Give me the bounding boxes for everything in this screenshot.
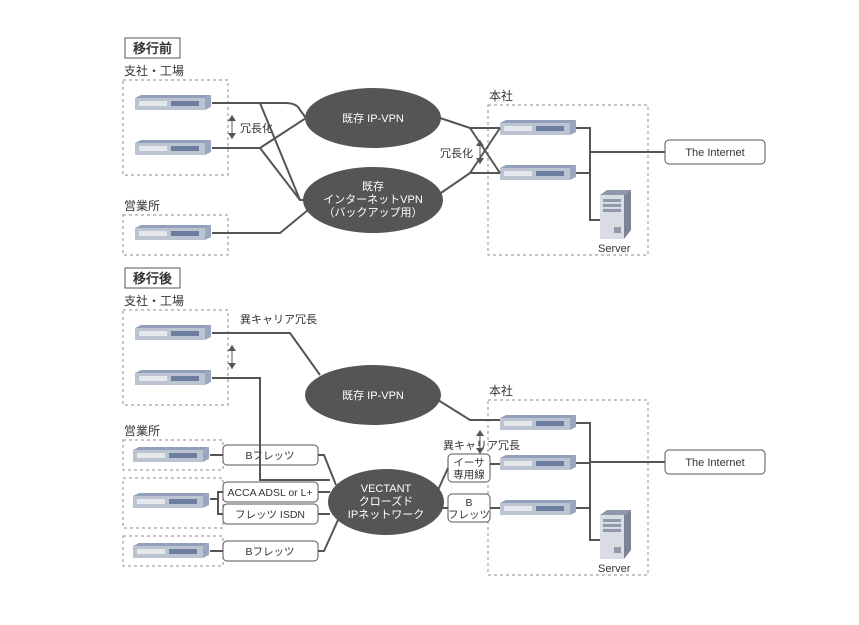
edge	[210, 492, 223, 499]
edge	[438, 468, 448, 490]
switch-icon	[133, 493, 209, 508]
cloud-vectant-line1: VECTANT	[361, 483, 412, 495]
access-label-d: Bフレッツ	[245, 546, 294, 558]
cloud-intvpn-line3: （バックアップ用）	[324, 206, 423, 219]
edge	[438, 173, 500, 195]
cloud-intvpn-line1: 既存	[362, 179, 384, 193]
edge	[318, 520, 338, 551]
redundancy-label-a-bottom: 異キャリア冗長	[240, 313, 317, 326]
edge	[576, 423, 600, 540]
edge	[440, 118, 500, 128]
diagram-before: 移行前 支社・工場 冗長化 営業所 既存 IP-VPN 既存 インターネットVP…	[123, 38, 765, 255]
switch-icon	[135, 225, 211, 240]
hq-access-b-line2: フレッツ	[448, 509, 490, 521]
label-hq-bottom: 本社	[489, 383, 513, 398]
switch-icon	[500, 500, 576, 515]
switch-icon	[135, 95, 211, 110]
internet-label-bottom: The Internet	[685, 457, 744, 469]
title-before: 移行前	[133, 41, 172, 56]
access-label-c: フレッツ ISDN	[235, 509, 305, 521]
server-label-bottom: Server	[598, 563, 631, 575]
edge	[212, 210, 308, 233]
diagram-after: 移行後 支社・工場 異キャリア冗長 営業所 Bフレッツ ACCA ADSL or…	[123, 268, 765, 575]
label-site-a-bottom: 支社・工場	[124, 293, 184, 308]
edge	[438, 400, 500, 420]
cloud-ipvpn-top-label: 既存 IP-VPN	[342, 111, 404, 125]
switch-icon	[133, 543, 209, 558]
redundancy-arrow-icon	[228, 345, 236, 369]
label-site-a-top: 支社・工場	[124, 63, 184, 78]
edge	[218, 499, 223, 514]
server-label-top: Server	[598, 243, 631, 255]
edge	[212, 103, 306, 118]
switch-icon	[135, 140, 211, 155]
panel-site-a-top	[123, 80, 228, 175]
title-after: 移行後	[133, 271, 173, 286]
label-hq-top: 本社	[489, 88, 513, 103]
cloud-intvpn-line2: インターネットVPN	[323, 193, 423, 206]
panel-site-a-bottom	[123, 310, 228, 405]
cloud-ipvpn-bottom-label: 既存 IP-VPN	[342, 388, 404, 402]
server-icon	[600, 190, 631, 239]
switch-icon	[500, 120, 576, 135]
hq-access-a-line2: 専用線	[453, 468, 485, 481]
switch-icon	[133, 447, 209, 462]
hq-access-b-line1: B	[465, 497, 472, 509]
access-label-b: ACCA ADSL or L+	[227, 487, 312, 499]
switch-icon	[135, 325, 211, 340]
switch-icon	[135, 370, 211, 385]
switch-icon	[500, 165, 576, 180]
redundancy-arrow-icon	[228, 115, 236, 139]
label-site-b-bottom: 営業所	[124, 424, 160, 438]
hq-access-a-line1: イーサ	[453, 457, 484, 469]
access-label-a: Bフレッツ	[245, 450, 294, 462]
edge	[212, 148, 305, 200]
switch-icon	[500, 455, 576, 470]
server-icon	[600, 510, 631, 559]
cloud-vectant-line3: IPネットワーク	[348, 508, 424, 521]
switch-icon	[500, 415, 576, 430]
internet-label-top: The Internet	[685, 147, 744, 159]
cloud-vectant-line2: クローズド	[359, 494, 413, 508]
redundancy-label-b-top: 冗長化	[440, 146, 473, 160]
label-site-b-top: 営業所	[124, 199, 160, 213]
edge	[260, 103, 300, 200]
